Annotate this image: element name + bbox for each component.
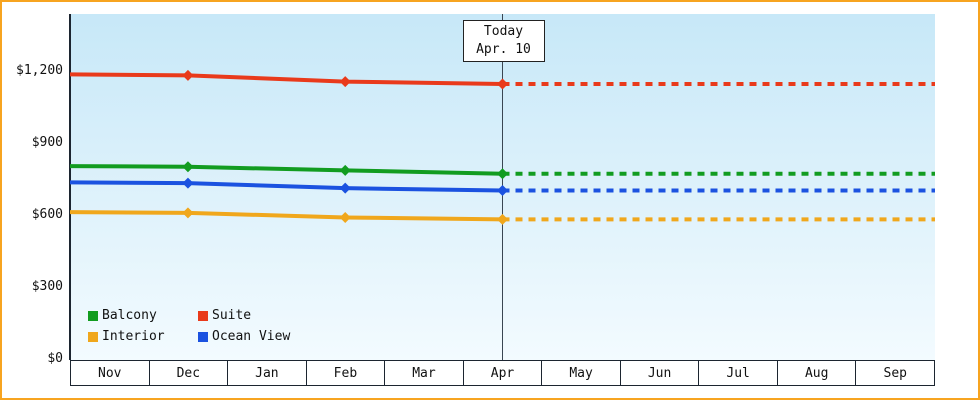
y-axis-label: $600: [31, 207, 63, 222]
y-axis: $0 $300 $600 $900 $1,200: [2, 2, 66, 398]
legend-label: Interior: [102, 329, 165, 344]
marker-ocean-view-dec: [182, 177, 194, 189]
legend: Balcony Suite Interior Ocean View: [88, 308, 290, 344]
marker-interior-dec: [182, 207, 194, 219]
y-axis-label: $0: [47, 351, 63, 366]
marker-suite-feb: [339, 76, 351, 88]
legend-swatch-interior: [88, 331, 98, 342]
y-axis-label: $900: [31, 135, 63, 150]
x-axis-month-sep: Sep: [855, 360, 936, 386]
marker-interior-apr: [497, 213, 508, 225]
legend-label: Balcony: [102, 308, 157, 323]
legend-item-interior: Interior: [88, 329, 184, 344]
marker-balcony-dec: [182, 161, 194, 173]
x-axis-month-jun: Jun: [619, 360, 700, 386]
legend-label: Ocean View: [212, 329, 291, 344]
series-line-balcony: [69, 164, 503, 176]
x-axis-month-may: May: [541, 360, 621, 386]
legend-item-ocean-view: Ocean View: [198, 329, 290, 344]
legend-swatch-suite: [198, 310, 208, 321]
marker-suite-dec: [182, 69, 194, 81]
legend-item-suite: Suite: [198, 308, 290, 323]
y-axis-label: $1,200: [16, 63, 63, 78]
series-line-interior: [69, 210, 503, 222]
marker-suite-apr: [497, 78, 508, 90]
marker-interior-feb: [339, 211, 351, 223]
x-axis-month-nov: Nov: [70, 360, 150, 386]
x-axis-month-jan: Jan: [227, 360, 307, 386]
legend-label: Suite: [212, 308, 252, 323]
x-axis-month-jul: Jul: [698, 360, 778, 386]
y-axis-label: $300: [31, 279, 63, 294]
legend-swatch-balcony: [88, 310, 98, 321]
x-axis: Nov Dec Jan Feb Mar Apr May Jun Jul Aug Sep: [70, 360, 936, 386]
x-axis-month-aug: Aug: [776, 360, 857, 386]
legend-item-balcony: Balcony: [88, 308, 184, 323]
x-axis-month-mar: Mar: [384, 360, 464, 386]
today-date: Apr. 10: [476, 42, 531, 57]
series-line-suite: [69, 72, 503, 86]
x-axis-month-dec: Dec: [148, 360, 229, 386]
series-line-ocean-view: [69, 180, 503, 193]
today-label: Today: [483, 24, 524, 39]
today-annotation: Today Apr. 10: [462, 20, 545, 62]
legend-swatch-ocean-view: [198, 331, 208, 342]
x-axis-month-apr: Apr: [462, 360, 543, 386]
marker-balcony-feb: [339, 164, 351, 176]
marker-ocean-view-apr: [497, 185, 508, 197]
marker-ocean-view-feb: [339, 182, 351, 194]
x-axis-month-feb: Feb: [305, 360, 386, 386]
marker-balcony-apr: [497, 168, 508, 180]
